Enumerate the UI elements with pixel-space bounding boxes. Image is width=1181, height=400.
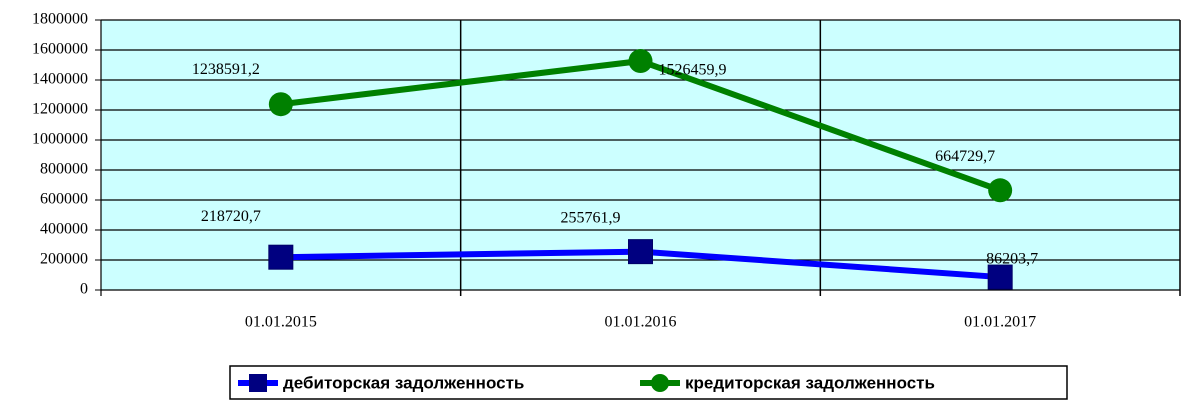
x-tick-label: 01.01.2017	[964, 314, 1036, 331]
y-tick-label: 1200000	[32, 101, 88, 118]
data-point	[268, 244, 294, 270]
data-point	[628, 49, 653, 74]
y-tick-label: 1600000	[32, 41, 88, 58]
y-tick-label: 1800000	[32, 11, 88, 28]
data-label: 86203,7	[986, 251, 1038, 268]
y-tick-label: 200000	[40, 251, 88, 268]
x-tick-label: 01.01.2016	[605, 314, 677, 331]
data-label: 218720,7	[201, 208, 261, 225]
y-tick-label: 800000	[40, 161, 88, 178]
legend-label: кредиторская задолженность	[685, 373, 935, 392]
y-tick-label: 400000	[40, 221, 88, 238]
data-point	[988, 178, 1013, 203]
y-tick-label: 1400000	[32, 71, 88, 88]
legend-label: дебиторская задолженность	[283, 373, 524, 392]
data-label: 1238591,2	[192, 61, 260, 78]
legend-marker	[249, 374, 267, 392]
data-point	[628, 239, 653, 265]
x-tick-label: 01.01.2015	[245, 314, 317, 331]
data-label: 1526459,9	[659, 62, 727, 79]
legend-marker	[651, 374, 669, 392]
data-point	[268, 92, 293, 117]
y-tick-label: 1000000	[32, 131, 88, 148]
y-tick-label: 600000	[40, 191, 88, 208]
data-label: 664729,7	[935, 148, 995, 165]
data-label: 255761,9	[561, 209, 621, 226]
y-tick-label: 0	[80, 281, 88, 298]
data-point	[987, 264, 1013, 290]
